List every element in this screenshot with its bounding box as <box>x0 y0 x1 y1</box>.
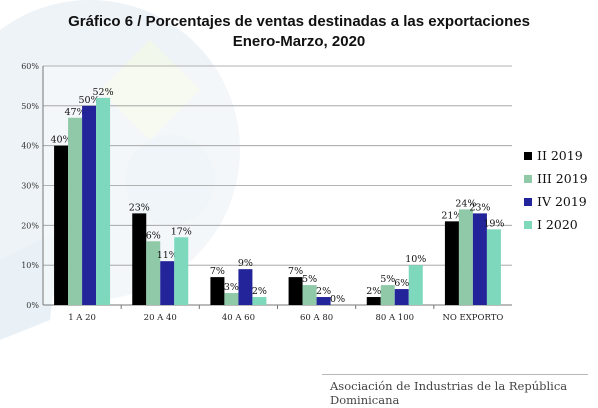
x-tick-label: 40 A 60 <box>222 313 255 323</box>
data-label: 24% <box>455 198 476 209</box>
bar <box>408 265 423 305</box>
data-label: 2% <box>366 286 381 297</box>
data-label: 3% <box>224 282 239 293</box>
legend-label: I 2020 <box>537 217 578 232</box>
y-tick-label: 40% <box>21 142 39 151</box>
bar <box>160 261 175 305</box>
bar <box>472 213 487 305</box>
bar <box>316 297 331 305</box>
data-label: 9% <box>238 258 253 269</box>
data-label: 0% <box>330 294 345 305</box>
y-tick-label: 0% <box>26 301 39 310</box>
bar <box>444 221 459 305</box>
x-tick-label: 60 A 80 <box>300 313 333 323</box>
data-label: 7% <box>210 266 225 277</box>
legend-swatch <box>524 221 532 229</box>
bar <box>210 277 225 305</box>
bar <box>238 269 253 305</box>
bar <box>54 145 69 305</box>
x-tick-label: 20 A 40 <box>144 313 177 323</box>
bar <box>96 97 111 305</box>
data-label: 47% <box>65 107 86 118</box>
bar <box>458 209 473 305</box>
data-label: 23% <box>129 202 150 213</box>
data-label: 23% <box>469 202 490 213</box>
bar <box>302 285 317 305</box>
y-tick-label: 20% <box>21 221 39 230</box>
legend-label: III 2019 <box>537 171 588 186</box>
legend-label: IV 2019 <box>537 194 587 209</box>
y-tick-label: 10% <box>21 261 39 270</box>
data-label: 6% <box>146 230 161 241</box>
footer-divider <box>322 374 588 375</box>
y-tick-label: 50% <box>21 102 39 111</box>
bar <box>380 285 395 305</box>
data-label: 2% <box>316 286 331 297</box>
data-label: 52% <box>93 87 114 98</box>
y-tick-label: 60% <box>21 62 39 71</box>
bar <box>82 105 97 305</box>
data-label: 2% <box>252 286 267 297</box>
legend-swatch <box>524 198 532 206</box>
data-label: 40% <box>51 135 72 146</box>
data-label: 5% <box>302 274 317 285</box>
bar <box>132 213 147 305</box>
bar <box>288 277 303 305</box>
bar <box>174 237 189 305</box>
bar <box>366 297 381 305</box>
data-label: 7% <box>288 266 303 277</box>
bar <box>224 293 239 305</box>
data-label: 50% <box>79 95 100 106</box>
x-tick-label: NO EXPORTO <box>442 313 503 323</box>
chart-title-line-1: Gráfico 6 / Porcentajes de ventas destin… <box>68 13 530 30</box>
x-tick-label: 1 A 20 <box>68 313 96 323</box>
bar <box>252 297 267 305</box>
bar <box>394 289 409 305</box>
bar <box>146 241 161 305</box>
chart-title-line-2: Enero-Marzo, 2020 <box>232 33 366 50</box>
bar <box>68 117 83 306</box>
x-tick-label: 80 A 100 <box>375 313 414 323</box>
bar <box>486 229 501 305</box>
data-label: 21% <box>441 210 462 221</box>
legend-label: II 2019 <box>537 148 583 163</box>
legend-swatch <box>524 175 532 183</box>
data-label: 5% <box>380 274 395 285</box>
data-label: 10% <box>405 254 426 265</box>
data-label: 17% <box>171 226 192 237</box>
y-tick-label: 30% <box>21 182 39 191</box>
footer-credit: Asociación de Industrias de la República… <box>330 379 568 407</box>
data-label: 19% <box>483 218 504 229</box>
legend-swatch <box>524 152 532 160</box>
data-label: 11% <box>157 250 178 261</box>
data-label: 6% <box>394 278 409 289</box>
